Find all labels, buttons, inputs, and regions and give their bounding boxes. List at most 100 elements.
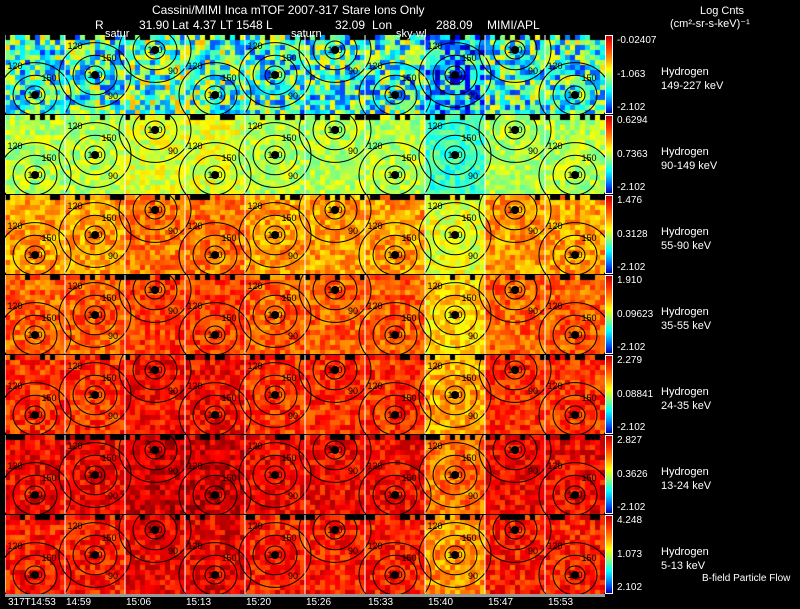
colorbar-max-label: 1.910: [617, 275, 643, 286]
contour-line: [478, 435, 552, 483]
contour-label: 120: [427, 441, 442, 451]
field-direction-marker: [151, 286, 159, 294]
contour-label: 180: [567, 330, 582, 340]
contour-line: [358, 222, 432, 274]
contour-line: [264, 385, 286, 405]
contour-line: [24, 565, 46, 585]
contour-label: 150: [581, 553, 596, 563]
contour-label: 90: [108, 491, 118, 501]
contour-label: 90: [468, 91, 478, 101]
contour-label: 90: [168, 306, 178, 316]
contour-line: [552, 234, 598, 274]
colorbar-mid-label: 0.7363: [617, 149, 648, 160]
contour-label: 180: [27, 490, 42, 500]
field-direction-marker: [91, 231, 99, 239]
contour-label: 120: [247, 521, 262, 531]
field-direction-marker: [331, 46, 339, 54]
contour-label: 90: [288, 91, 298, 101]
colorbar-min-label: -2.102: [617, 422, 646, 433]
contour-label: 120: [247, 361, 262, 371]
contour-line: [58, 122, 132, 188]
r-label: R: [95, 18, 104, 32]
contour-label: 120: [67, 361, 82, 371]
species-name: Hydrogen: [661, 306, 709, 318]
field-direction-marker: [571, 491, 579, 499]
contour-line: [5, 222, 72, 274]
contour-overlay: 180 150 120 180 150 120 90 180 90 180 150 120 180 150…: [5, 195, 605, 274]
contour-label: 150: [581, 473, 596, 483]
contour-label: 180: [387, 570, 402, 580]
contour-line: [432, 134, 478, 176]
contour-line: [58, 282, 132, 348]
contour-label: 120: [247, 41, 262, 51]
energy-range: 24-35 keV: [661, 400, 712, 412]
contour-line: [564, 325, 586, 345]
colorbar-mid-label: 0.08841: [617, 389, 654, 400]
contour-line: [192, 394, 238, 434]
field-direction-marker: [211, 251, 219, 259]
contour-label: 180: [147, 445, 162, 455]
contour-label: 90: [528, 66, 538, 76]
contour-label: 90: [348, 306, 358, 316]
time-tick-label: 15:33: [368, 597, 394, 608]
contour-line: [132, 35, 178, 71]
time-tick-label: 15:13: [186, 597, 212, 608]
contour-line: [252, 294, 298, 336]
contour-line: [238, 202, 312, 268]
field-direction-marker: [391, 491, 399, 499]
contour-line: [418, 202, 492, 268]
field-direction-marker: [31, 251, 39, 259]
field-direction-marker: [211, 571, 219, 579]
contour-line: [192, 314, 238, 354]
contour-line: [492, 195, 538, 231]
colorbar: [605, 275, 613, 354]
contour-label: 90: [468, 411, 478, 421]
contour-label: 150: [101, 453, 116, 463]
contour-line: [552, 474, 598, 514]
contour-label: 120: [247, 121, 262, 131]
contour-label: 120: [7, 61, 22, 71]
field-direction-marker: [211, 91, 219, 99]
field-direction-marker: [571, 171, 579, 179]
contour-label: 90: [108, 571, 118, 581]
contour-label: 180: [27, 170, 42, 180]
colorbar-mid-label: 0.3128: [617, 229, 648, 240]
contour-label: 90: [288, 411, 298, 421]
species-name: Hydrogen: [661, 466, 709, 478]
field-direction-marker: [391, 251, 399, 259]
contour-label: 150: [221, 473, 236, 483]
contour-label: 180: [567, 410, 582, 420]
contour-line: [178, 462, 252, 514]
field-direction-marker: [511, 126, 519, 134]
contour-label: 90: [468, 251, 478, 261]
field-direction-marker: [31, 571, 39, 579]
contour-line: [432, 294, 478, 336]
contour-line: [372, 234, 418, 274]
contour-line: [418, 522, 492, 588]
heatmap-panel: 180 150 120 180 150 120 90 180 90 180 150 120 180 150…: [5, 515, 605, 594]
contour-line: [84, 65, 106, 85]
contour-line: [5, 542, 72, 594]
contour-line: [478, 515, 552, 563]
contour-label: 120: [247, 281, 262, 291]
contour-line: [84, 545, 106, 565]
contour-line: [504, 520, 526, 540]
contour-line: [432, 54, 478, 96]
colorbar-title: Log Cnts: [700, 5, 745, 17]
heatmap-panel: 180 150 120 180 150 120 90 180 90 180 150 120 180 150…: [5, 355, 605, 434]
heatmap-panel: 180 150 120 180 150 120 90 180 90 180 150 120 180 150…: [5, 435, 605, 514]
contour-line: [24, 405, 46, 425]
contour-label: 90: [528, 226, 538, 236]
species-name: Hydrogen: [661, 146, 709, 158]
contour-line: [444, 385, 466, 405]
contour-label: 180: [327, 285, 342, 295]
contour-label: 180: [87, 70, 102, 80]
contour-label: 180: [87, 150, 102, 160]
contour-label: 90: [168, 66, 178, 76]
field-direction-marker: [331, 126, 339, 134]
contour-label: 150: [401, 473, 416, 483]
contour-line: [5, 62, 72, 114]
contour-line: [238, 362, 312, 428]
contour-line: [204, 485, 226, 505]
field-direction-marker: [211, 331, 219, 339]
